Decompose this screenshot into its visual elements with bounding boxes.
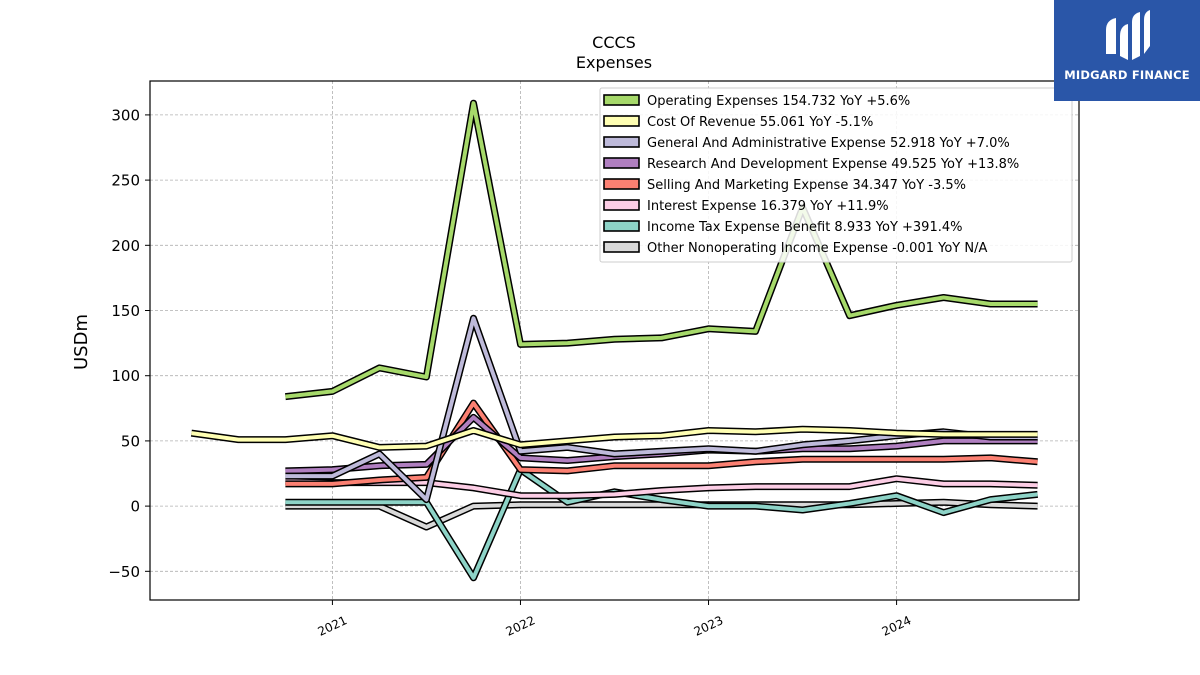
chart-subtitle: Expenses [576, 53, 652, 72]
legend-entry: Operating Expenses 154.732 YoY +5.6% [647, 94, 910, 109]
series-operating-expenses [285, 99, 1038, 401]
legend-entry: Other Nonoperating Income Expense -0.001… [647, 241, 987, 256]
legend-swatch [603, 220, 640, 232]
brand-name: MIDGARD FINANCE [1064, 68, 1190, 82]
y-tick-label: 150 [111, 302, 140, 320]
chart-legend: Operating Expenses 154.732 YoY +5.6% Cost… [599, 87, 1073, 263]
legend-box [599, 87, 1073, 263]
series-line [285, 401, 1038, 486]
series-line [285, 101, 1038, 399]
series-line [285, 467, 1038, 580]
series-cost-of-revenue [190, 425, 1038, 451]
legend-swatch [603, 178, 640, 190]
legend-entry: Cost Of Revenue 55.061 YoY -5.1% [647, 115, 873, 130]
y-tick-label: 0 [130, 498, 140, 516]
legend-swatch [603, 157, 640, 169]
legend-swatch [603, 199, 640, 211]
legend-swatch [603, 94, 640, 106]
y-tick-label: −50 [108, 563, 140, 581]
y-tick-label: 300 [111, 106, 140, 124]
y-tick-label: 250 [111, 172, 140, 190]
legend-entry: Selling And Marketing Expense 34.347 YoY… [647, 178, 966, 193]
y-tick-label: 200 [111, 237, 140, 255]
y-axis-ticks: −50 0 50 100 150 200 250 300 [108, 106, 150, 581]
legend-swatch [603, 136, 640, 148]
legend-swatch [603, 115, 640, 127]
y-axis-label: USDm [71, 314, 92, 370]
legend-entry: Research And Development Expense 49.525 … [647, 157, 1019, 172]
series-lines [190, 99, 1038, 582]
midgard-logo-icon [1106, 10, 1150, 60]
legend-swatch [603, 241, 640, 253]
series-general-and-administrative-expense [285, 314, 1038, 504]
series-selling-and-marketing-expense [285, 399, 1038, 488]
series-line [285, 316, 1038, 502]
series-line [191, 427, 1038, 450]
x-tick-label: 2021 [316, 613, 350, 639]
x-tick-label: 2024 [880, 613, 914, 639]
legend-entry: Interest Expense 16.379 YoY +11.9% [647, 199, 889, 214]
chart-title: CCCS [592, 33, 636, 52]
brand-logo: MIDGARD FINANCE [1054, 0, 1200, 101]
x-tick-label: 2022 [504, 613, 538, 639]
legend-entry: Income Tax Expense Benefit 8.933 YoY +39… [647, 220, 962, 235]
y-tick-label: 100 [111, 367, 140, 385]
plot-area-frame [149, 80, 1080, 601]
x-axis-ticks: 2021 2022 2023 2024 [316, 600, 914, 639]
x-tick-label: 2023 [692, 613, 726, 639]
series-income-tax-expense-benefit [285, 466, 1038, 582]
y-tick-label: 50 [121, 432, 140, 450]
legend-entry: General And Administrative Expense 52.91… [647, 136, 1010, 151]
